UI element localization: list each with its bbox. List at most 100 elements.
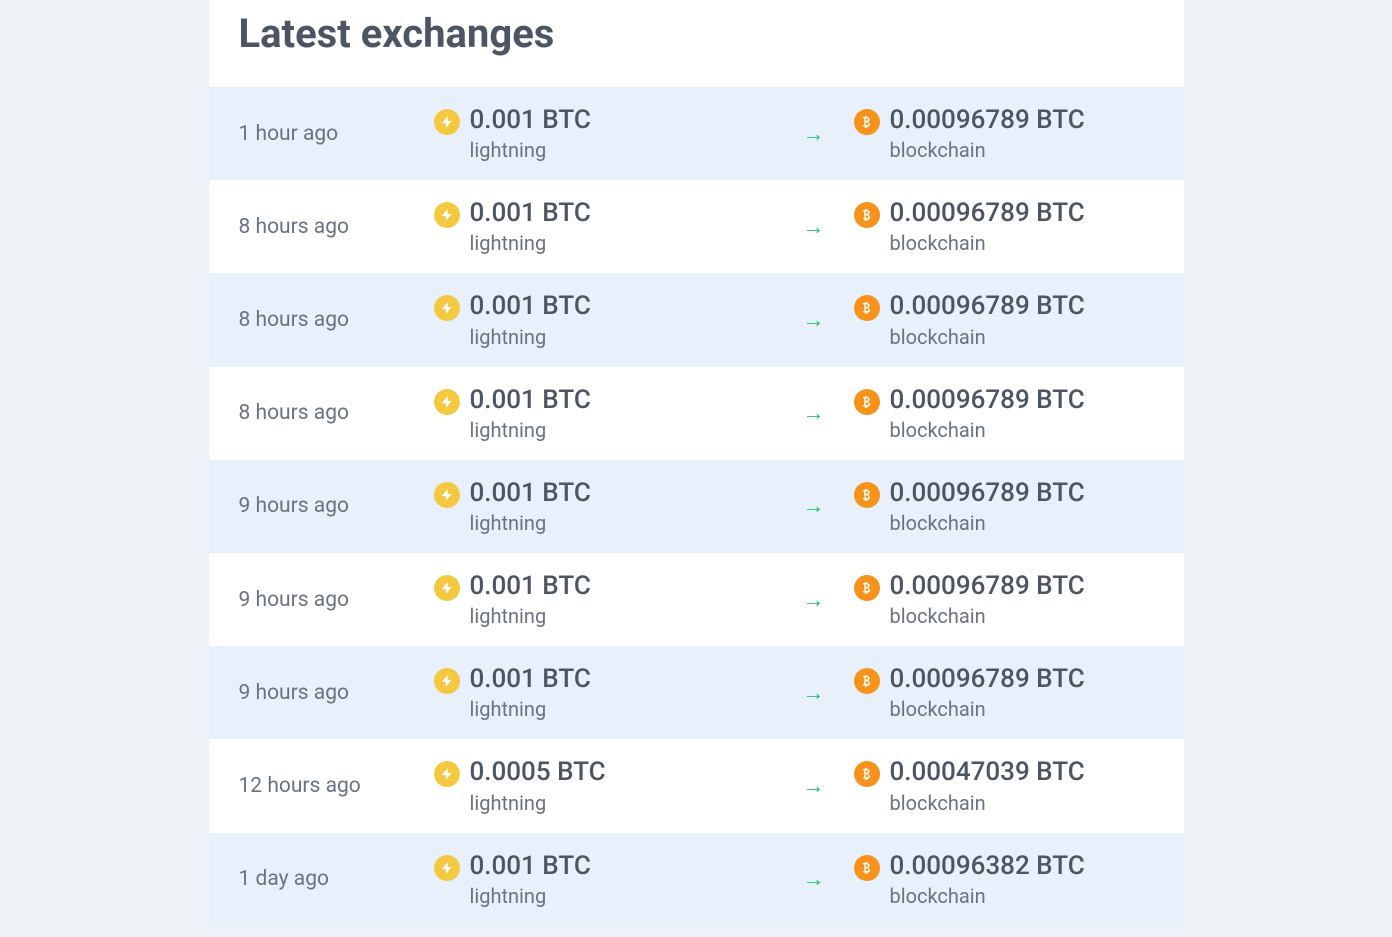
to-amount: 0.00096789 BTC [890,291,1085,322]
from-amount: 0.001 BTC [470,385,591,416]
to-currency: 0.00096789 BTCblockchain [854,198,1154,255]
to-text: 0.00096789 BTCblockchain [890,664,1085,721]
from-network: lightning [470,138,591,162]
exchange-time: 9 hours ago [239,588,350,612]
time-col: 12 hours ago [239,774,434,798]
from-currency: 0.001 BTClightning [434,105,774,162]
arrow-right-icon: → [803,307,825,333]
to-currency: 0.00096789 BTC blockchain [854,291,1154,348]
exchange-row[interactable]: 9 hours ago 0.001 BTClightning → 0.00096789… [209,646,1184,739]
from-network: lightning [470,325,591,349]
arrow-right-icon: → [803,493,825,519]
lightning-icon [434,668,460,694]
to-text: 0.00096789 BTC blockchain [890,291,1085,348]
from-network: lightning [470,418,591,442]
exchange-time: 1 day ago [239,867,329,891]
exchange-row[interactable]: 1 hour ago0.001 BTClightning→0.00096789 … [209,87,1184,180]
from-text: 0.001 BTClightning [470,198,591,255]
to-network: blockchain [890,791,1085,815]
exchange-row[interactable]: 1 day ago 0.001 BTClightning → 0.00096382 B… [209,833,1184,926]
to-network: blockchain [890,511,1085,535]
from-text: 0.0005 BTC lightning [470,757,606,814]
to-amount: 0.00096789 BTC [890,664,1085,695]
bitcoin-icon [854,389,880,415]
time-col: 8 hours ago [239,308,434,332]
lightning-icon [434,109,460,135]
bitcoin-icon [854,761,880,787]
from-amount: 0.001 BTC [470,664,591,695]
from-currency: 0.001 BTClightning [434,571,774,628]
bitcoin-icon [854,482,880,508]
arrow-right-icon: → [803,680,825,706]
page-header: Latest exchanges [209,0,1184,87]
to-network: blockchain [890,138,1085,162]
arrow-col: → [774,773,854,799]
exchange-row[interactable]: 9 hours ago 0.001 BTClightning → 0.00096789… [209,553,1184,646]
to-currency: 0.00096789 BTCblockchain [854,571,1154,628]
time-col: 8 hours ago [239,401,434,425]
to-currency: 0.00096382 BTCblockchain [854,851,1154,908]
arrow-right-icon: → [803,866,825,892]
time-col: 9 hours ago [239,588,434,612]
from-currency: 0.001 BTClightning [434,664,774,721]
to-amount: 0.00096789 BTC [890,105,1085,136]
to-network: blockchain [890,884,1085,908]
arrow-right-icon: → [803,400,825,426]
from-currency: 0.001 BTClightning [434,385,774,442]
arrow-col: → [774,214,854,240]
from-text: 0.001 BTClightning [470,571,591,628]
from-text: 0.001 BTClightning [470,851,591,908]
to-network: blockchain [890,418,1085,442]
from-amount: 0.001 BTC [470,198,591,229]
to-amount: 0.00096382 BTC [890,851,1085,882]
exchange-time: 9 hours ago [239,681,350,705]
exchange-time: 8 hours ago [239,401,350,425]
to-text: 0.00096789 BTCblockchain [890,478,1085,535]
lightning-icon [434,202,460,228]
page-title: Latest exchanges [239,10,1154,57]
exchange-row[interactable]: 9 hours ago 0.001 BTClightning → 0.00096789… [209,460,1184,553]
time-col: 8 hours ago [239,215,434,239]
to-text: 0.00096789 BTCblockchain [890,198,1085,255]
from-network: lightning [470,791,606,815]
bitcoin-icon [854,109,880,135]
from-network: lightning [470,697,591,721]
to-text: 0.00096382 BTCblockchain [890,851,1085,908]
arrow-right-icon: → [803,773,825,799]
from-amount: 0.001 BTC [470,105,591,136]
from-network: lightning [470,604,591,628]
arrow-col: → [774,680,854,706]
bitcoin-icon [854,295,880,321]
to-amount: 0.00096789 BTC [890,385,1085,416]
to-network: blockchain [890,325,1085,349]
from-currency: 0.001 BTClightning [434,478,774,535]
exchange-row[interactable]: 8 hours ago 0.001 BTClightning → 0.00096789… [209,180,1184,273]
from-text: 0.001 BTClightning [470,478,591,535]
lightning-icon [434,482,460,508]
from-text: 0.001 BTClightning [470,291,591,348]
from-text: 0.001 BTClightning [470,105,591,162]
from-currency: 0.001 BTClightning [434,198,774,255]
from-currency: 0.0005 BTC lightning [434,757,774,814]
from-amount: 0.001 BTC [470,478,591,509]
exchange-row[interactable]: 12 hours ago0.0005 BTClightning→0.000470… [209,739,1184,832]
from-currency: 0.001 BTClightning [434,851,774,908]
arrow-right-icon: → [803,214,825,240]
exchange-time: 1 hour ago [239,122,339,146]
exchange-time: 8 hours ago [239,215,350,239]
from-currency: 0.001 BTClightning [434,291,774,348]
from-amount: 0.0005 BTC [470,757,606,788]
arrow-col: → [774,307,854,333]
to-text: 0.00096789 BTCblockchain [890,571,1085,628]
from-amount: 0.001 BTC [470,571,591,602]
exchange-row[interactable]: 8 hours ago 0.001 BTClightning → 0.00096789… [209,367,1184,460]
from-network: lightning [470,884,591,908]
from-amount: 0.001 BTC [470,851,591,882]
lightning-icon [434,761,460,787]
to-network: blockchain [890,697,1085,721]
exchange-time: 8 hours ago [239,308,350,332]
arrow-col: → [774,587,854,613]
arrow-right-icon: → [803,587,825,613]
exchange-row[interactable]: 8 hours ago 0.001 BTClightning → 0.00096789… [209,273,1184,366]
time-col: 9 hours ago [239,494,434,518]
